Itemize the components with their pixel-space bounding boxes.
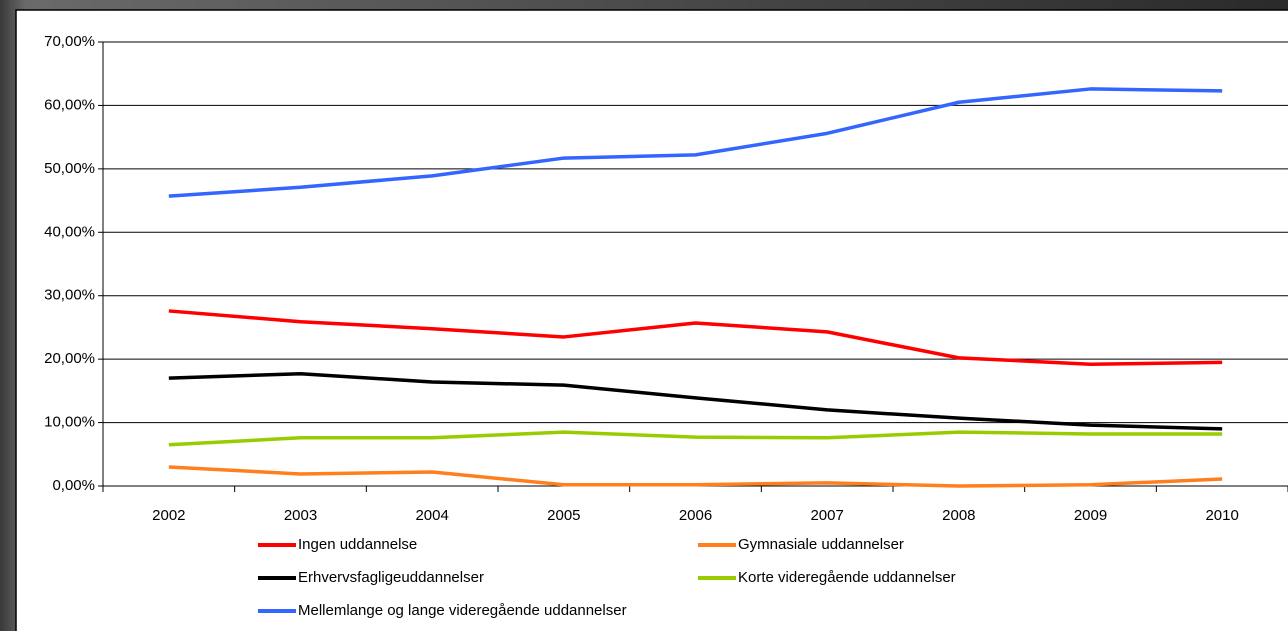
y-tick-label: 50,00% — [44, 160, 95, 177]
y-tick-label: 0,00% — [52, 477, 95, 494]
x-tick-label: 2003 — [284, 507, 317, 524]
x-tick-label: 2006 — [679, 507, 712, 524]
legend-label: Ingen uddannelse — [298, 536, 417, 553]
line — [168, 87, 1223, 198]
y-tick-label: 20,00% — [44, 350, 95, 367]
x-tick-label: 2005 — [547, 507, 580, 524]
line — [168, 430, 1223, 447]
chart-area — [15, 9, 1288, 631]
x-tick-label: 2009 — [1074, 507, 1107, 524]
x-tick-label: 2002 — [152, 507, 185, 524]
y-tick-label: 30,00% — [44, 287, 95, 304]
legend-label: Mellemlange og lange videregående uddann… — [298, 602, 627, 619]
legend-label: Erhvervsfagligeuddannelser — [298, 569, 484, 586]
y-tick-label: 60,00% — [44, 96, 95, 113]
y-tick-label: 10,00% — [44, 414, 95, 431]
legend-label: Gymnasiale uddannelser — [738, 536, 904, 553]
line — [168, 371, 1223, 431]
y-tick-label: 70,00% — [44, 33, 95, 50]
legend-label: Korte videregående uddannelser — [738, 569, 956, 586]
line — [168, 309, 1223, 366]
x-tick-label: 2010 — [1205, 507, 1238, 524]
line — [168, 465, 1223, 488]
y-tick-label: 40,00% — [44, 223, 95, 240]
x-tick-label: 2008 — [942, 507, 975, 524]
x-tick-label: 2007 — [810, 507, 843, 524]
x-tick-label: 2004 — [415, 507, 448, 524]
